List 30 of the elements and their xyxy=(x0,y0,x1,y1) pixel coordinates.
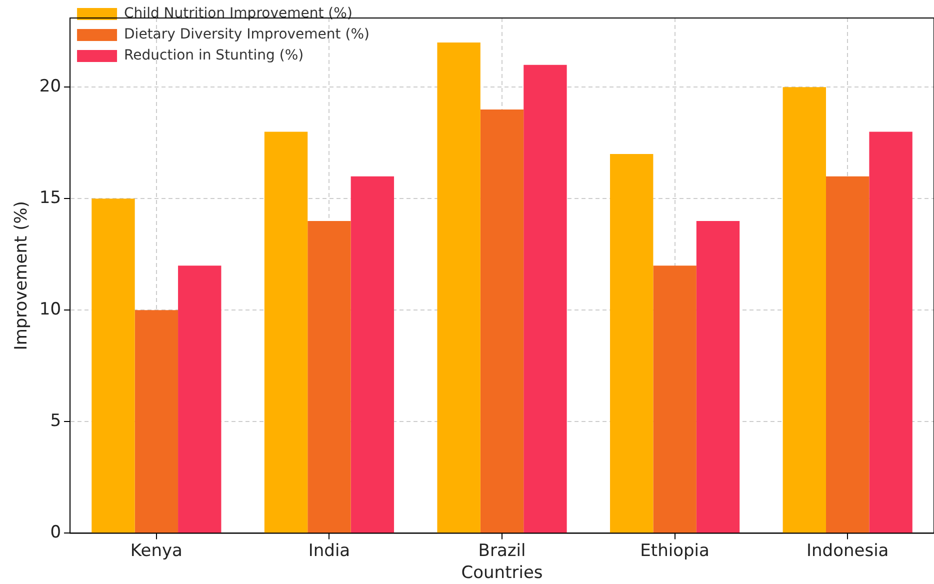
legend-label: Child Nutrition Improvement (%) xyxy=(124,6,352,22)
x-tick-label: Brazil xyxy=(478,540,526,561)
y-tick-label: 20 xyxy=(39,76,62,97)
bar xyxy=(92,198,135,533)
x-axis-title: Countries xyxy=(461,563,543,584)
legend-label: Reduction in Stunting (%) xyxy=(124,48,304,64)
legend-label: Dietary Diversity Improvement (%) xyxy=(124,26,370,43)
bar xyxy=(437,42,480,533)
y-tick-label: 5 xyxy=(50,411,62,432)
x-tick-label: Indonesia xyxy=(806,540,889,561)
y-axis-title: Improvement (%) xyxy=(12,201,32,350)
bar xyxy=(134,310,178,533)
y-tick-label: 15 xyxy=(39,188,62,208)
bar xyxy=(826,176,870,533)
bar xyxy=(308,220,351,533)
bar xyxy=(696,220,740,533)
y-tick-label: 0 xyxy=(50,522,62,543)
bar xyxy=(524,64,567,533)
x-tick-label: Kenya xyxy=(130,540,182,561)
bar xyxy=(610,154,654,533)
bar xyxy=(480,109,524,533)
x-tick-label: Ethiopia xyxy=(640,540,710,561)
bar xyxy=(178,266,222,533)
x-tick-label: India xyxy=(308,540,350,561)
bar xyxy=(350,176,394,533)
bar xyxy=(869,132,912,533)
bar xyxy=(782,87,826,533)
bar xyxy=(264,132,308,533)
y-tick-label: 10 xyxy=(39,300,62,320)
bar xyxy=(653,266,696,533)
